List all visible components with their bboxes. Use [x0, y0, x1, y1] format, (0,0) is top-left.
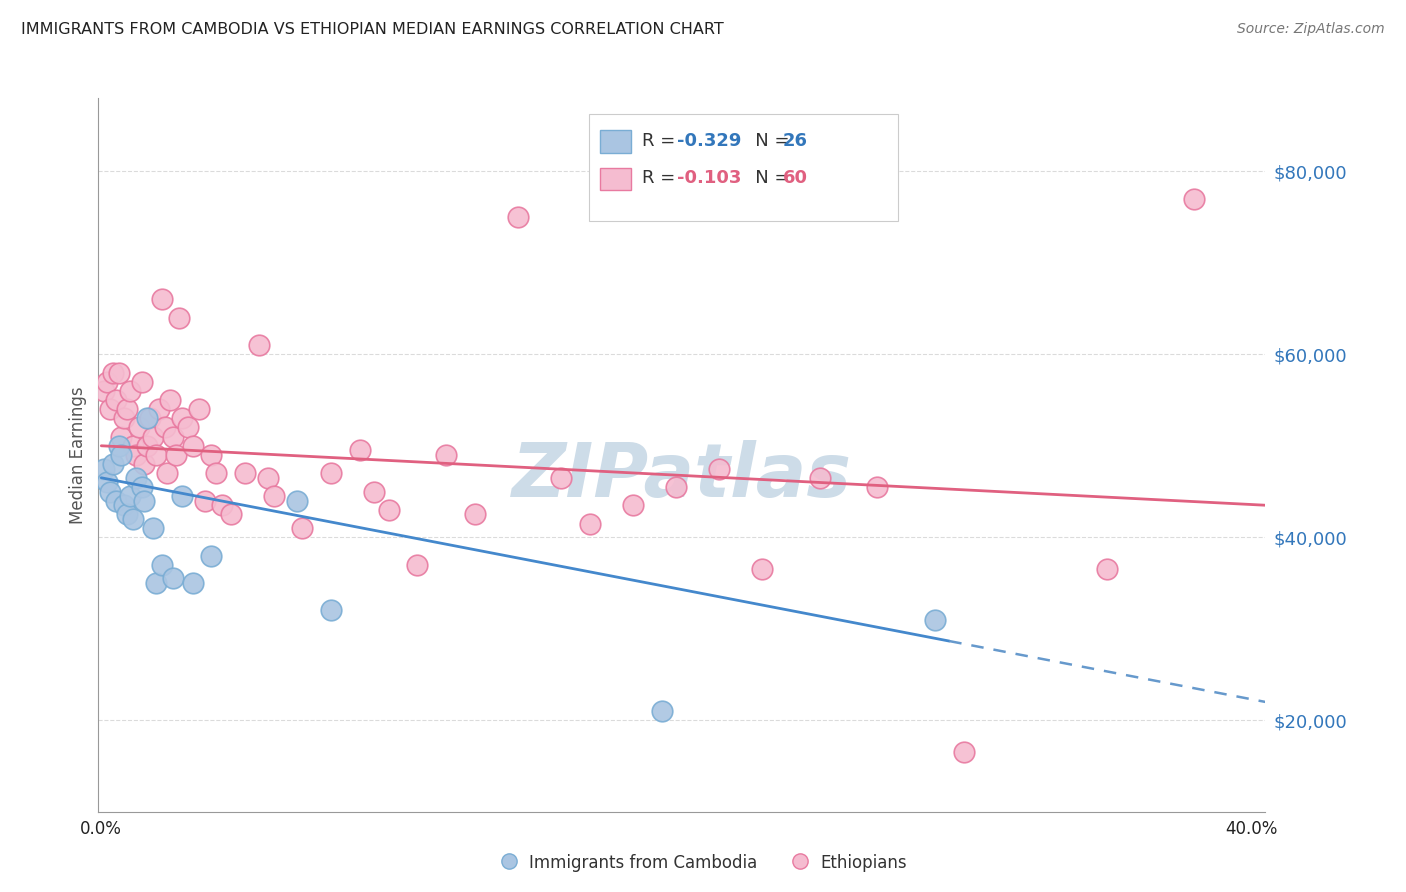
Point	[188, 402, 211, 417]
Point	[181, 439, 204, 453]
Point	[142, 521, 165, 535]
Point	[247, 338, 270, 352]
Point	[142, 429, 165, 443]
Text: 60: 60	[783, 169, 807, 187]
Text: ZIPatlas: ZIPatlas	[512, 440, 852, 513]
Point	[101, 366, 124, 380]
Point	[200, 448, 222, 462]
Point	[176, 420, 198, 434]
Point	[122, 512, 145, 526]
Point	[159, 392, 181, 407]
Point	[349, 443, 371, 458]
Point	[118, 489, 141, 503]
Point	[145, 576, 167, 591]
Text: R =: R =	[643, 132, 681, 150]
Point	[291, 521, 314, 535]
Text: -0.103: -0.103	[678, 169, 741, 187]
Text: IMMIGRANTS FROM CAMBODIA VS ETHIOPIAN MEDIAN EARNINGS CORRELATION CHART: IMMIGRANTS FROM CAMBODIA VS ETHIOPIAN ME…	[21, 22, 724, 37]
Point	[550, 471, 572, 485]
Point	[104, 392, 127, 407]
Point	[115, 402, 138, 417]
Point	[96, 475, 118, 490]
Point	[406, 558, 429, 572]
Point	[167, 310, 190, 325]
Point	[134, 457, 156, 471]
Point	[321, 467, 343, 481]
Point	[1182, 192, 1205, 206]
Point	[150, 293, 173, 307]
Point	[139, 411, 162, 425]
Point	[96, 375, 118, 389]
Point	[285, 493, 308, 508]
Point	[170, 411, 193, 425]
Point	[751, 562, 773, 576]
Point	[194, 493, 217, 508]
Point	[112, 411, 135, 425]
Point	[93, 384, 115, 398]
Point	[107, 439, 129, 453]
Point	[211, 498, 233, 512]
Point	[98, 402, 121, 417]
Point	[377, 503, 399, 517]
Point	[122, 439, 145, 453]
Point	[115, 508, 138, 522]
Point	[145, 448, 167, 462]
Point	[205, 467, 228, 481]
Text: N =: N =	[738, 132, 794, 150]
Point	[924, 613, 946, 627]
Point	[148, 402, 170, 417]
Point	[110, 448, 132, 462]
Point	[651, 704, 673, 718]
Text: R =: R =	[643, 169, 681, 187]
Point	[808, 471, 831, 485]
Text: -0.329: -0.329	[678, 132, 741, 150]
Point	[162, 429, 184, 443]
Point	[153, 420, 176, 434]
Text: N =: N =	[738, 169, 794, 187]
Point	[321, 603, 343, 617]
Legend: Immigrants from Cambodia, Ethiopians: Immigrants from Cambodia, Ethiopians	[492, 847, 914, 880]
Point	[257, 471, 280, 485]
Point	[107, 366, 129, 380]
Point	[952, 745, 974, 759]
Point	[104, 493, 127, 508]
Point	[170, 489, 193, 503]
Point	[165, 448, 187, 462]
Point	[506, 210, 529, 224]
Point	[131, 375, 153, 389]
Point	[621, 498, 644, 512]
Point	[263, 489, 285, 503]
Point	[665, 480, 688, 494]
Point	[162, 571, 184, 585]
Point	[150, 558, 173, 572]
Point	[219, 508, 242, 522]
Point	[363, 484, 385, 499]
Point	[93, 461, 115, 475]
Point	[200, 549, 222, 563]
Point	[101, 457, 124, 471]
Point	[131, 480, 153, 494]
Point	[181, 576, 204, 591]
Point	[709, 461, 731, 475]
Point	[118, 384, 141, 398]
Point	[125, 448, 148, 462]
Y-axis label: Median Earnings: Median Earnings	[69, 386, 87, 524]
Point	[136, 411, 159, 425]
Point	[434, 448, 457, 462]
Text: 26: 26	[783, 132, 807, 150]
Point	[156, 467, 179, 481]
Point	[112, 498, 135, 512]
Point	[110, 429, 132, 443]
Point	[464, 508, 486, 522]
Point	[579, 516, 602, 531]
Point	[1097, 562, 1119, 576]
Point	[125, 471, 148, 485]
Point	[233, 467, 256, 481]
Text: Source: ZipAtlas.com: Source: ZipAtlas.com	[1237, 22, 1385, 37]
Point	[98, 484, 121, 499]
Point	[134, 493, 156, 508]
Point	[128, 420, 150, 434]
Point	[866, 480, 889, 494]
Point	[136, 439, 159, 453]
